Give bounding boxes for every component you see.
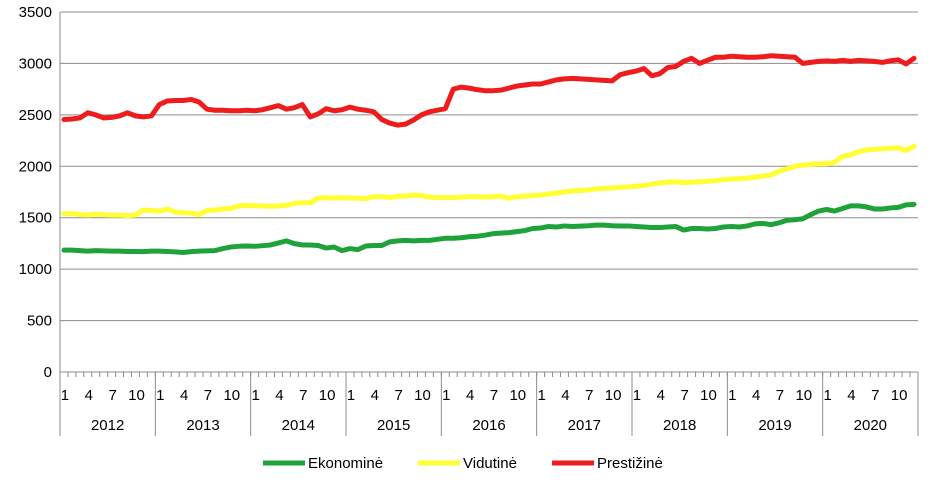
year-label: 2012 [91, 417, 124, 434]
legend: Ekonominė Vidutinė Prestižinė [263, 455, 663, 472]
month-tick-label: 4 [371, 387, 379, 404]
month-tick-label: 4 [180, 387, 188, 404]
year-label: 2019 [758, 417, 791, 434]
year-label: 2014 [282, 417, 315, 434]
month-tick-label: 7 [108, 387, 116, 404]
y-axis: 0 500 1000 1500 2000 2500 3000 3500 [19, 4, 61, 381]
year-label: 2017 [568, 417, 601, 434]
month-tick-label: 7 [776, 387, 784, 404]
year-label: 2015 [377, 417, 410, 434]
y-tick-label: 500 [27, 313, 52, 330]
month-tick-label: 7 [680, 387, 688, 404]
gridlines [60, 11, 918, 322]
month-tick-label: 10 [319, 387, 336, 404]
month-tick-label: 7 [585, 387, 593, 404]
month-tick-label: 7 [394, 387, 402, 404]
month-tick-label: 1 [442, 387, 450, 404]
month-tick-label: 10 [509, 387, 526, 404]
y-tick-label: 2000 [19, 158, 52, 175]
series-line-3 [61, 53, 917, 128]
month-tick-label: 10 [700, 387, 717, 404]
year-label: 2013 [186, 417, 219, 434]
month-tick-label: 1 [728, 387, 736, 404]
legend-label: Vidutinė [463, 455, 517, 472]
month-tick-label: 1 [347, 387, 355, 404]
month-tick-label: 1 [633, 387, 641, 404]
month-tick-label: 10 [414, 387, 431, 404]
month-tick-label: 10 [223, 387, 240, 404]
legend-label: Prestižinė [597, 455, 663, 472]
month-tick-label: 1 [156, 387, 164, 404]
month-tick-label: 1 [61, 387, 69, 404]
month-tick-label: 7 [871, 387, 879, 404]
month-tick-label: 4 [561, 387, 569, 404]
y-tick-label: 3000 [19, 55, 52, 72]
y-tick-label: 3500 [19, 4, 52, 21]
series-line-2 [61, 143, 917, 219]
x-axis: 1 4 7 10 1 4 7 10 1 4 7 10 1 4 7 10 1 4 7 10 1 4 7 10 1 4 7 10 1 4 7 10… [59, 371, 919, 436]
month-tick-label: 10 [795, 387, 812, 404]
series-lines [61, 53, 917, 255]
month-tick-label: 4 [275, 387, 283, 404]
y-tick-label: 0 [44, 364, 52, 381]
y-tick-label: 1500 [19, 210, 52, 227]
month-tick-label: 10 [891, 387, 908, 404]
month-tick-label: 4 [85, 387, 93, 404]
year-label: 2020 [854, 417, 887, 434]
y-tick-label: 1000 [19, 261, 52, 278]
month-tick-label: 1 [537, 387, 545, 404]
month-tick-label: 4 [847, 387, 855, 404]
month-tick-label: 4 [752, 387, 760, 404]
year-label: 2018 [663, 417, 696, 434]
month-tick-label: 7 [204, 387, 212, 404]
month-tick-label: 7 [299, 387, 307, 404]
y-tick-label: 2500 [19, 107, 52, 124]
month-tick-label: 10 [128, 387, 145, 404]
legend-label: Ekonominė [308, 455, 383, 472]
month-tick-label: 10 [605, 387, 622, 404]
month-tick-label: 1 [251, 387, 259, 404]
month-tick-label: 1 [823, 387, 831, 404]
month-tick-label: 4 [466, 387, 474, 404]
series-line-1 [61, 201, 917, 255]
month-tick-label: 4 [657, 387, 665, 404]
month-tick-label: 7 [490, 387, 498, 404]
year-label: 2016 [472, 417, 505, 434]
